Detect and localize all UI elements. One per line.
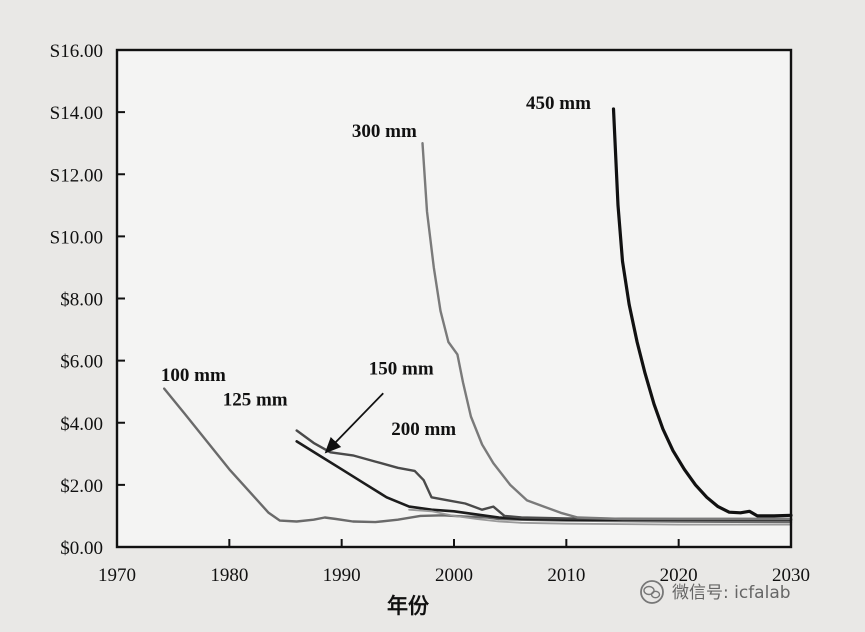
plot-area	[117, 50, 791, 547]
series-line-125-mm	[295, 440, 793, 521]
series-label-100-mm: 100 mm	[161, 365, 226, 386]
series-line-300-mm	[421, 142, 793, 521]
series-label-450-mm: 450 mm	[526, 93, 591, 114]
tick-labels: $0.00 $2.00 $4.00 $6.00 $8.00 S10.00 S12.00 S14…	[50, 41, 810, 586]
series-line-450-mm	[611, 107, 793, 518]
plot-background	[117, 50, 791, 547]
x-tick-label: 2020	[660, 565, 698, 586]
pointer-arrow	[324, 392, 384, 454]
series-line-200-mm	[408, 508, 792, 526]
x-tick-label: 2030	[772, 565, 810, 586]
y-tick-label: $6.00	[60, 352, 103, 373]
y-tick-label: $8.00	[60, 290, 103, 311]
y-tick-label: $4.00	[60, 414, 103, 435]
series-labels: 100 mm 125 mm 150 mm 200 mm 300 mm 450 mm	[161, 93, 591, 454]
y-tick-label: $0.00	[60, 538, 103, 559]
y-tick-label: $2.00	[60, 476, 103, 497]
y-tick-label: S16.00	[50, 41, 103, 62]
axes	[115, 48, 793, 549]
watermark-text: 微信号: icfalab	[672, 583, 791, 603]
series-label-125-mm: 125 mm	[223, 390, 288, 411]
series-label-300-mm: 300 mm	[352, 121, 417, 142]
x-axis-title: 年份	[387, 594, 430, 618]
series-label-150-mm: 150 mm	[369, 359, 434, 380]
series-layer	[163, 107, 793, 526]
series-line-150-mm	[295, 429, 793, 521]
x-tick-label: 1980	[210, 565, 248, 586]
x-tick-label: 1990	[323, 565, 361, 586]
series-label-200-mm: 200 mm	[391, 419, 456, 440]
watermark: 微信号: icfalab	[640, 580, 791, 604]
y-tick-label: S14.00	[50, 103, 103, 124]
x-tick-label: 1970	[98, 565, 136, 586]
wechat-icon	[640, 580, 664, 604]
x-tick-label: 2000	[435, 565, 473, 586]
y-tick-label: S10.00	[50, 227, 103, 248]
y-tick-label: S12.00	[50, 165, 103, 186]
x-tick-label: 2010	[547, 565, 585, 586]
